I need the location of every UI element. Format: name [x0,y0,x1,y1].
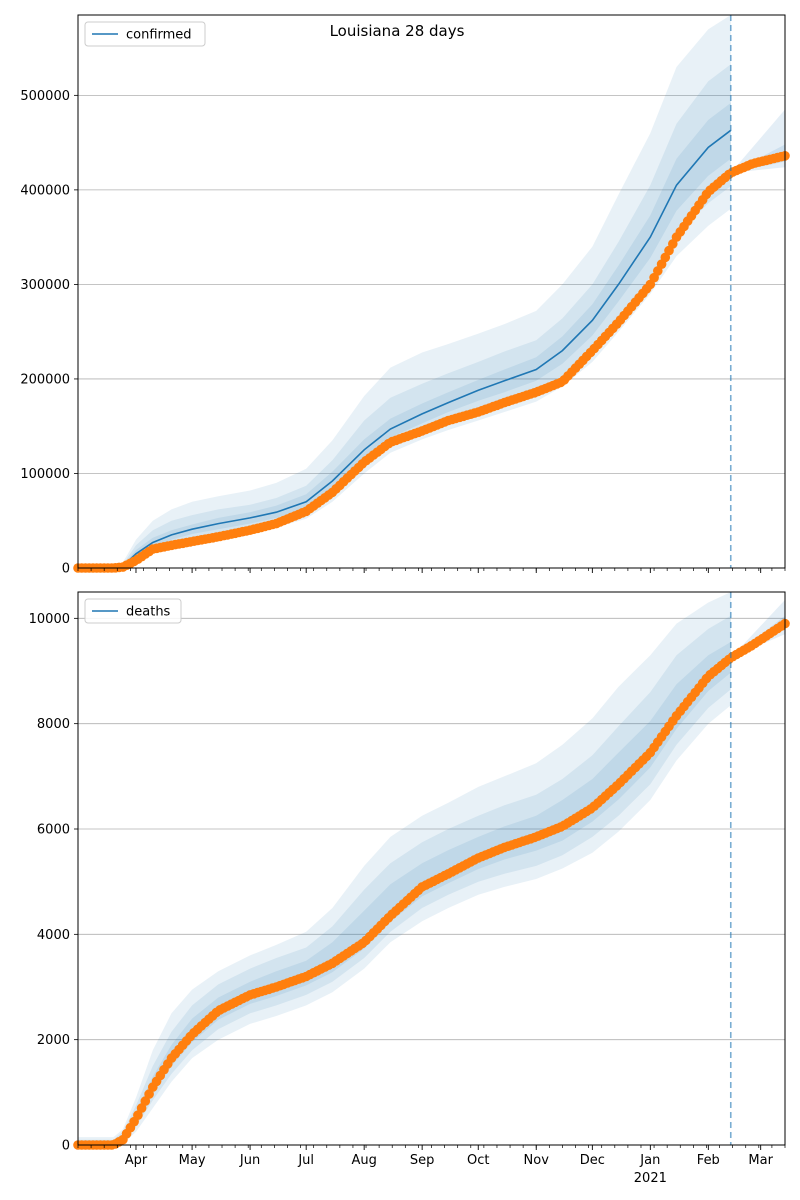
x-tick-label: Jun [239,1153,260,1168]
y-tick-label: 400000 [20,183,70,198]
observed-series [73,618,790,1150]
panel-deaths: 0 2000 4000 6000 8000 10000 Apr May Jun Jul Aug Sep… [29,591,790,1186]
band-50 [78,642,731,1145]
y-tick-label: 8000 [37,717,70,732]
x-tick-label: Jan [639,1153,660,1168]
y-tick-label: 2000 [37,1033,70,1048]
y-tick-label: 6000 [37,823,70,838]
band-80 [78,615,731,1145]
x-tick-label: Nov [524,1153,550,1168]
band-80 [78,64,731,568]
x-tick-label: Mar [748,1153,773,1168]
band-95 [78,15,731,568]
y-tick-label: 0 [62,1139,70,1154]
observed-series [73,151,790,573]
observed-point [133,1110,143,1120]
chart-title: Louisiana 28 days [330,22,465,40]
series-line-confirmed [78,129,732,569]
legend-box [84,598,182,624]
x-tick-label: May [179,1153,206,1168]
panel-confirmed: 0 100000 200000 300000 400000 500000 confirmed [20,14,790,577]
y-tick-label: 200000 [20,372,70,387]
band-95 [78,592,731,1145]
y-tick-label: 10000 [29,612,70,627]
forecast-95 [730,599,785,658]
x-tick-label: Jul [297,1153,314,1168]
legend-label: deaths [126,605,171,620]
y-tick-label: 300000 [20,278,70,293]
y-tick-label: 4000 [37,928,70,943]
x-tick-label: Aug [351,1153,376,1168]
legend-label: confirmed [126,28,192,43]
x-tick-label: Dec [580,1153,605,1168]
x-tick-label: Feb [697,1153,720,1168]
x-tick-label: Oct [467,1153,489,1168]
y-tick-label: 500000 [20,89,70,104]
x-tick-sublabel: 2021 [634,1171,667,1186]
y-tick-label: 0 [62,562,70,577]
x-tick-label: Apr [125,1153,148,1168]
x-tick-label: Sep [410,1153,435,1168]
y-tick-label: 100000 [20,467,70,482]
observed-point [140,1096,151,1106]
legend-box [84,21,206,47]
